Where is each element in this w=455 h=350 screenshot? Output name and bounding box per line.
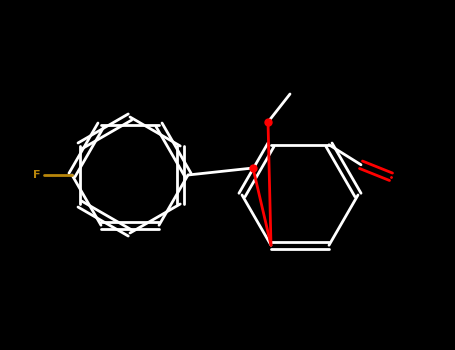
Text: F: F (34, 170, 41, 180)
